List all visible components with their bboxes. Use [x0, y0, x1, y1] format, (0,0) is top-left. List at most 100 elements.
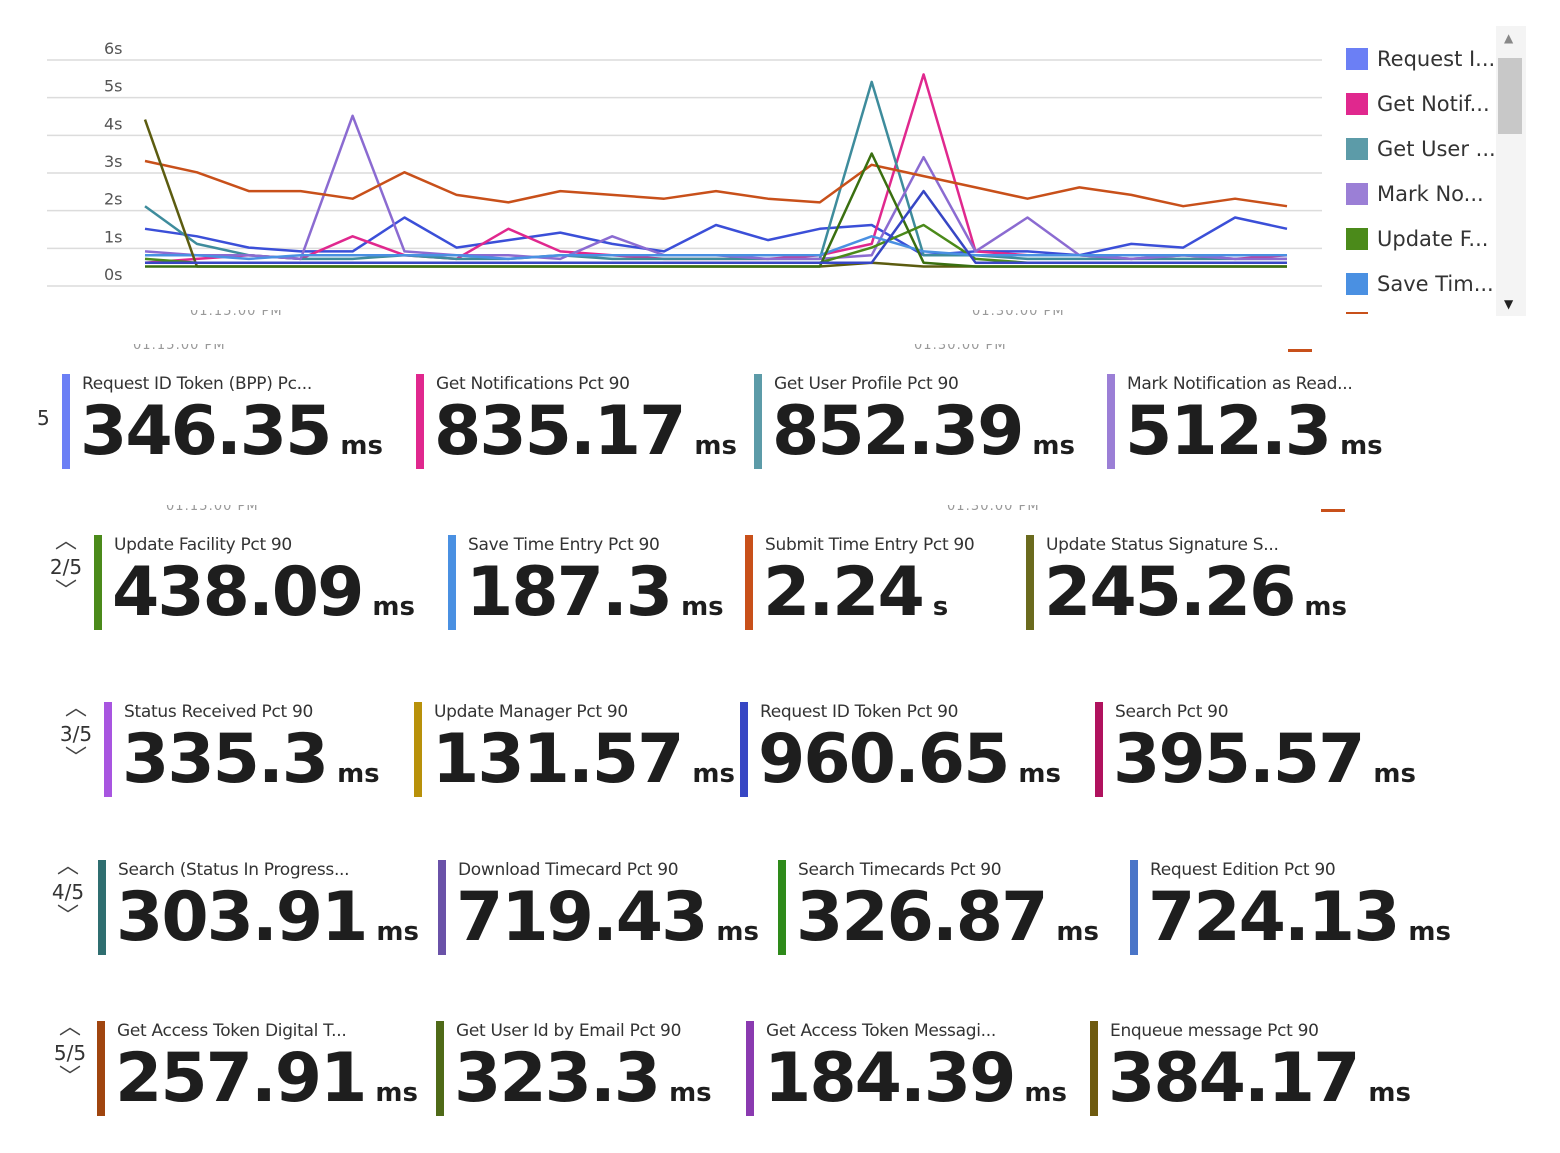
metric-unit: ms [1024, 1078, 1067, 1108]
metric-value: 852.39 [772, 392, 1024, 471]
series-color-bar [448, 535, 456, 630]
metric-tile[interactable]: Update Status Signature S... 245.26 ms [1026, 535, 1356, 645]
metric-unit: ms [340, 431, 383, 461]
metric-title: Enqueue message Pct 90 [1110, 1021, 1319, 1041]
metric-value: 187.3 [466, 553, 673, 632]
series-line[interactable] [144, 216, 1288, 257]
pager-partial-label: 5 [37, 406, 50, 430]
legend-swatch [1346, 137, 1368, 160]
metric-tile[interactable]: Request ID Token (BPP) Pc... 346.35 ms [62, 374, 392, 484]
metric-tile[interactable]: Get Notifications Pct 90 835.17 ms [416, 374, 746, 484]
legend-item[interactable]: Get Notif... [1346, 81, 1496, 126]
metric-value: 184.39 [764, 1039, 1016, 1118]
metric-value-wrap: 245.26 ms [1044, 553, 1347, 647]
metric-title: Request ID Token (BPP) Pc... [82, 374, 312, 394]
metric-tile[interactable]: Update Manager Pct 90 131.57 ms [414, 702, 744, 812]
legend-scrollbar[interactable]: ▲ ▼ [1496, 26, 1526, 316]
chevron-down-icon[interactable]: ﹀ [56, 904, 79, 929]
metric-unit: ms [1018, 759, 1061, 789]
metric-title: Get Notifications Pct 90 [436, 374, 630, 394]
chevron-down-icon[interactable]: ﹀ [54, 579, 77, 604]
metric-title: Update Status Signature S... [1046, 535, 1279, 555]
tile-row: ︿ 5/5 ﹀ Get Access Token Digital T... 257.91… [0, 1017, 1560, 1137]
metric-tile[interactable]: Enqueue message Pct 90 384.17 ms [1090, 1021, 1420, 1131]
ghost-axis-label-left: 01:15:00 PM [190, 310, 283, 319]
chevron-up-icon[interactable]: ︿ [58, 1015, 81, 1040]
series-line[interactable] [145, 235, 1287, 261]
metric-value: 719.43 [456, 878, 708, 957]
series-color-bar [94, 535, 102, 630]
metric-tile[interactable]: Search Timecards Pct 90 326.87 ms [778, 860, 1108, 970]
metric-title: Update Manager Pct 90 [434, 702, 628, 722]
metric-title: Get Access Token Digital T... [117, 1021, 347, 1041]
metric-value-wrap: 724.13 ms [1148, 878, 1451, 972]
series-color-bar [1107, 374, 1115, 469]
ghost-axis-label-right-3: 01:30:00 PM [947, 505, 1040, 514]
chevron-down-icon[interactable]: ﹀ [58, 1065, 81, 1090]
metric-unit: ms [375, 1078, 418, 1108]
legend-swatch [1346, 272, 1368, 295]
metric-tile[interactable]: Search (Status In Progress... 303.91 ms [98, 860, 428, 970]
line-chart: 6s 5s 4s 3s 2s 1s 0s [47, 39, 1322, 287]
legend-item[interactable]: Request I... [1346, 36, 1496, 81]
series-line[interactable] [145, 189, 1287, 264]
metric-value-wrap: 257.91 ms [115, 1039, 418, 1133]
series-color-bar [438, 860, 446, 955]
page-indicator: 3/5 [59, 722, 93, 746]
metric-tile[interactable]: Update Facility Pct 90 438.09 ms [94, 535, 424, 645]
metric-tile[interactable]: Status Received Pct 90 335.3 ms [104, 702, 434, 812]
metric-tile[interactable]: Submit Time Entry Pct 90 2.24 s [745, 535, 1075, 645]
chevron-down-icon[interactable]: ﹀ [64, 746, 87, 771]
metric-unit: ms [337, 759, 380, 789]
series-color-bar [778, 860, 786, 955]
scrollbar-thumb[interactable] [1498, 58, 1522, 134]
row-pager: ︿ 5/5 ﹀ [48, 1017, 92, 1117]
metric-tile[interactable]: Download Timecard Pct 90 719.43 ms [438, 860, 768, 970]
metric-tile[interactable]: Search Pct 90 395.57 ms [1095, 702, 1425, 812]
legend-item[interactable] [1346, 306, 1496, 314]
metric-value: 960.65 [758, 720, 1010, 799]
row-pager: ︿ 4/5 ﹀ [46, 856, 90, 956]
legend-swatch [1346, 182, 1368, 205]
metric-value-wrap: 960.65 ms [758, 720, 1061, 814]
series-color-bar [436, 1021, 444, 1116]
ghost-axis-label-left-2: 01:15:00 PM [133, 344, 226, 353]
scroll-down-icon[interactable]: ▼ [1504, 297, 1514, 311]
legend-label: Update F... [1377, 226, 1489, 251]
metric-tile[interactable]: Mark Notification as Read... 512.3 ms [1107, 374, 1437, 484]
legend-item[interactable]: Save Tim... [1346, 261, 1496, 306]
series-line[interactable] [145, 152, 1287, 268]
tile-row: ︿ 3/5 ﹀ Status Received Pct 90 335.3 ms Update… [0, 698, 1560, 818]
metric-unit: ms [1056, 917, 1099, 947]
metric-tile[interactable]: Save Time Entry Pct 90 187.3 ms [448, 535, 778, 645]
metric-tile[interactable]: Get User Profile Pct 90 852.39 ms [754, 374, 1084, 484]
scroll-up-icon[interactable]: ▲ [1504, 31, 1514, 45]
ghost-legend-dash-2 [1321, 509, 1345, 512]
legend-item[interactable]: Update F... [1346, 216, 1496, 261]
chevron-up-icon[interactable]: ︿ [64, 696, 87, 721]
metric-tile[interactable]: Request Edition Pct 90 724.13 ms [1130, 860, 1460, 970]
series-color-bar [1090, 1021, 1098, 1116]
series-line[interactable] [144, 73, 1288, 264]
series-line[interactable] [144, 114, 1287, 261]
metric-value: 724.13 [1148, 878, 1400, 957]
metric-tile[interactable]: Get Access Token Messagi... 184.39 ms [746, 1021, 1076, 1131]
series-line[interactable] [144, 159, 1288, 208]
metric-tile[interactable]: Get Access Token Digital T... 257.91 ms [97, 1021, 427, 1131]
metric-title: Save Time Entry Pct 90 [468, 535, 660, 555]
legend-swatch [1346, 92, 1368, 115]
series-line[interactable] [144, 80, 1287, 261]
metric-title: Update Facility Pct 90 [114, 535, 292, 555]
legend-item[interactable]: Mark No... [1346, 171, 1496, 216]
y-tick-label: 5s [104, 77, 123, 96]
series-color-bar [1026, 535, 1034, 630]
chevron-up-icon[interactable]: ︿ [54, 529, 77, 554]
chevron-up-icon[interactable]: ︿ [56, 854, 79, 879]
metric-tile[interactable]: Get User Id by Email Pct 90 323.3 ms [436, 1021, 766, 1131]
metric-value-wrap: 835.17 ms [434, 392, 737, 486]
page-indicator: 4/5 [51, 880, 85, 904]
metric-value: 335.3 [122, 720, 329, 799]
metric-tile[interactable]: Request ID Token Pct 90 960.65 ms [740, 702, 1070, 812]
legend-item[interactable]: Get User ... [1346, 126, 1496, 171]
metric-value: 512.3 [1125, 392, 1332, 471]
